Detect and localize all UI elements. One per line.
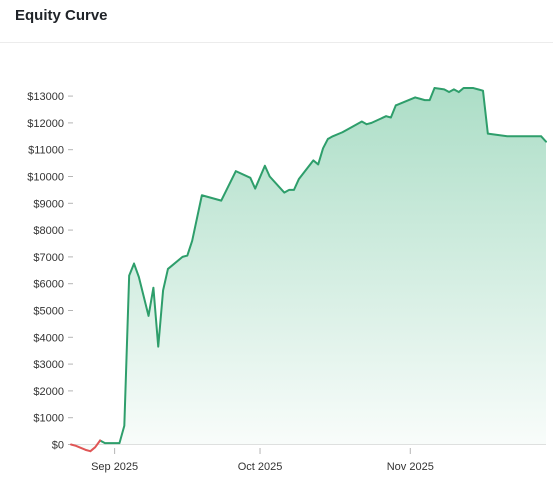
y-tick-label: $10000 xyxy=(27,171,64,183)
plot-area xyxy=(70,87,547,453)
equity-line-negative xyxy=(70,439,102,453)
y-tick-label: $2000 xyxy=(33,386,64,398)
equity-area-fill xyxy=(71,88,546,452)
x-tick-label: Nov 2025 xyxy=(387,461,434,473)
y-tick-label: $9000 xyxy=(33,198,64,210)
y-tick-label: $13000 xyxy=(27,91,64,103)
equity-line xyxy=(99,87,547,445)
chart-title: Equity Curve xyxy=(15,7,108,24)
x-axis: Sep 2025 Oct 2025 Nov 2025 xyxy=(71,444,546,473)
y-axis: $0 $1000 $2000 $3000 $4000 $5000 $6000 $7000 $80… xyxy=(27,91,73,452)
y-tick-label: $6000 xyxy=(33,279,64,291)
y-tick-label: $5000 xyxy=(33,305,64,317)
panel-header: Equity Curve xyxy=(0,0,553,43)
y-tick-label: $12000 xyxy=(27,118,64,130)
y-tick-label: $11000 xyxy=(28,145,64,157)
y-tick-label: $7000 xyxy=(33,252,64,264)
y-tick-label: $4000 xyxy=(33,332,64,344)
y-tick-label: $3000 xyxy=(33,359,64,371)
x-tick-label: Sep 2025 xyxy=(91,461,138,473)
x-tick-label: Oct 2025 xyxy=(238,461,283,473)
y-tick-label: $1000 xyxy=(33,413,64,425)
y-tick-label: $0 xyxy=(52,440,64,452)
y-tick-label: $8000 xyxy=(33,225,64,237)
